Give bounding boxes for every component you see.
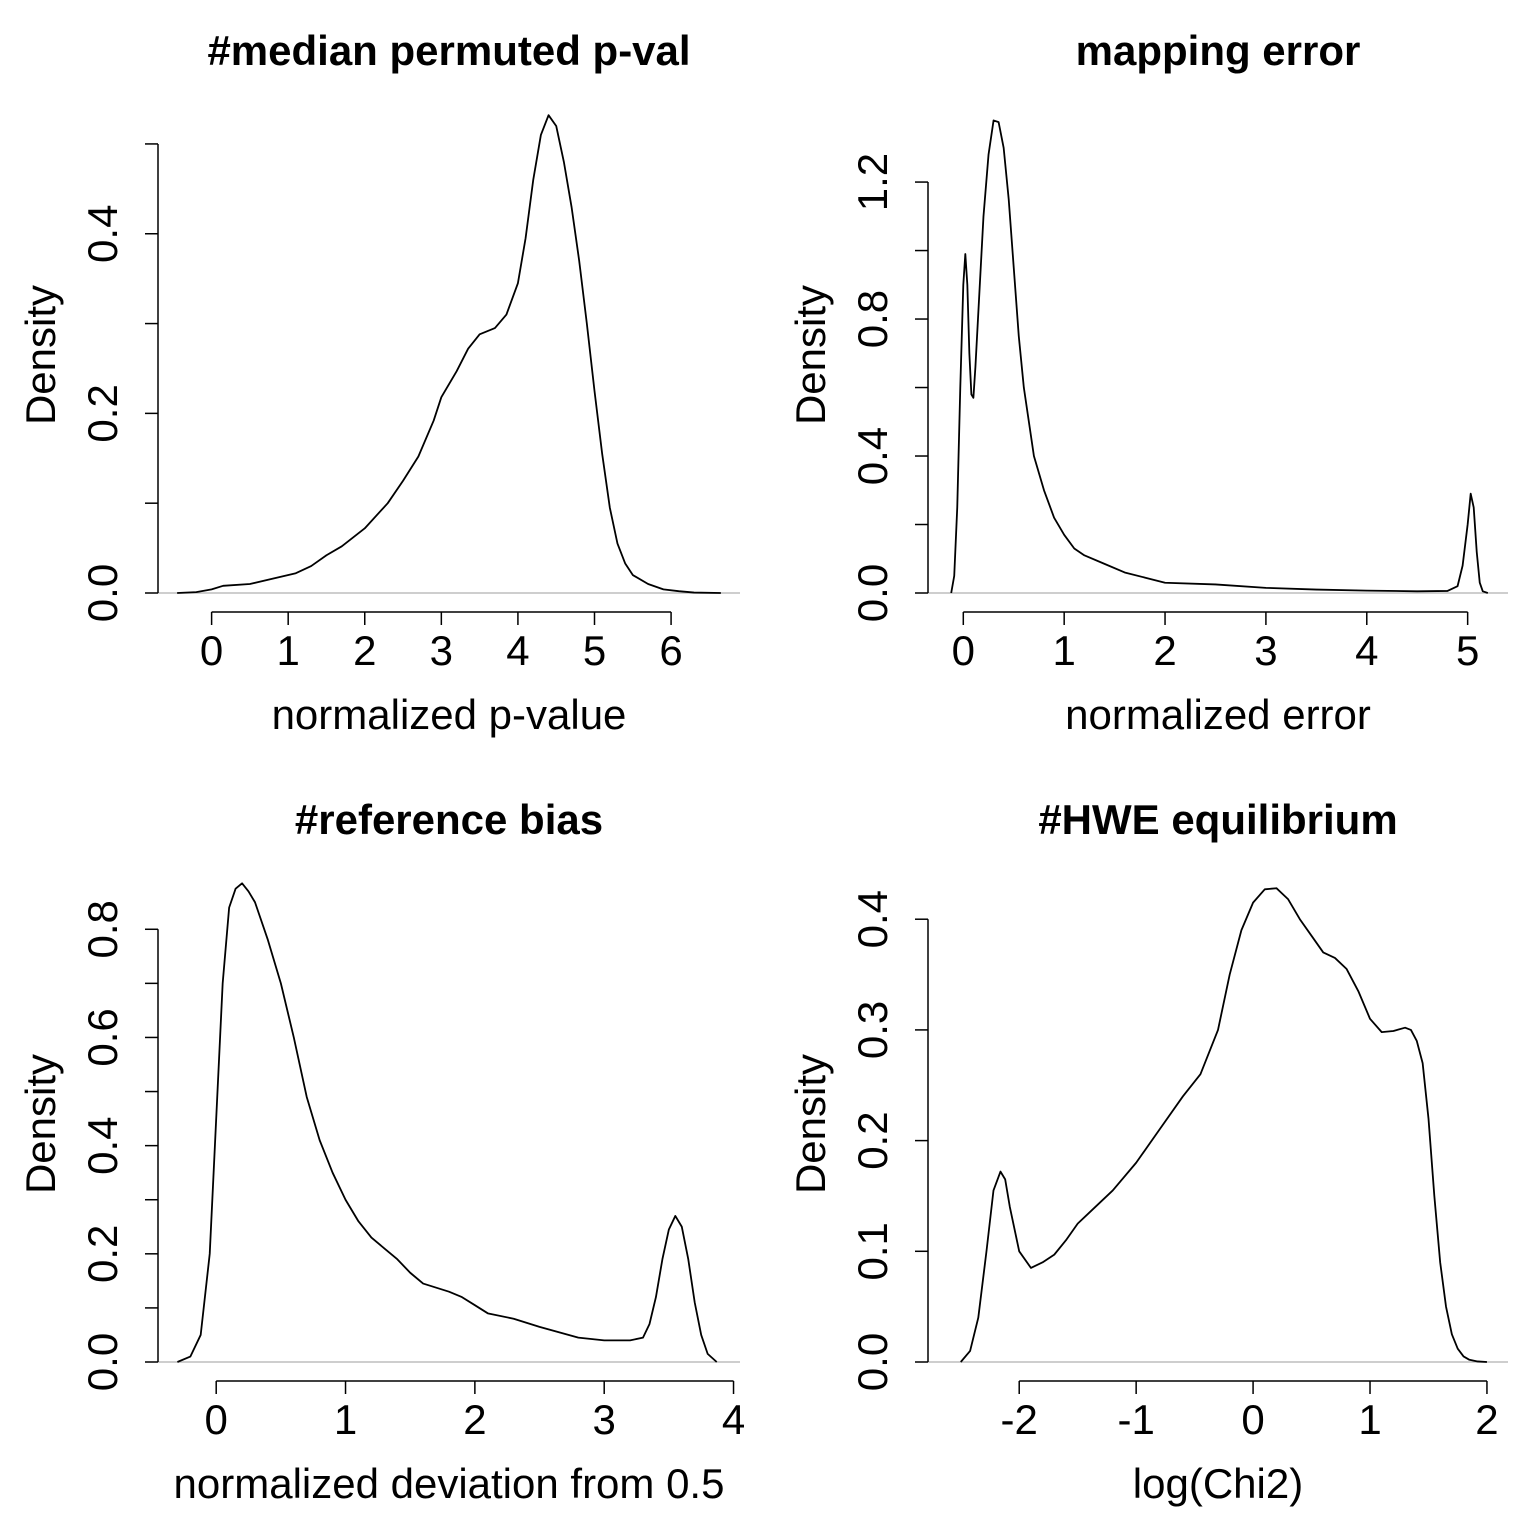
y-tick-label: 0.0: [79, 1333, 126, 1391]
x-tick-label: 4: [1355, 627, 1378, 674]
x-tick-label: 2: [1153, 627, 1176, 674]
chart-title: #median permuted p-val: [207, 27, 690, 74]
x-tick-label: 1: [277, 627, 300, 674]
y-tick-label: 0.4: [79, 205, 126, 263]
x-axis-label: log(Chi2): [1133, 1460, 1303, 1507]
x-tick-label: 0: [952, 627, 975, 674]
chart-title: #HWE equilibrium: [1038, 796, 1397, 843]
x-tick-label: 6: [659, 627, 682, 674]
chart-title: mapping error: [1076, 27, 1361, 74]
x-tick-label: 5: [1456, 627, 1479, 674]
y-tick-label: 0.2: [849, 1111, 896, 1169]
panel-reference-bias: #reference bias normalized deviation from…: [17, 796, 745, 1507]
y-tick-label: 0.4: [849, 427, 896, 485]
x-tick-label: 4: [722, 1396, 745, 1443]
y-tick-label: 0.0: [849, 1333, 896, 1391]
x-tick-label: -1: [1117, 1396, 1154, 1443]
y-tick-label: 0.8: [79, 900, 126, 958]
density-curve: [950, 119, 1489, 594]
y-tick-label: 0.0: [79, 564, 126, 622]
y-tick-label: 0.4: [79, 1116, 126, 1174]
x-tick-label: 0: [205, 1396, 228, 1443]
x-tick-label: 3: [430, 627, 453, 674]
y-tick-label: 0.4: [849, 890, 896, 948]
x-tick-label: 4: [506, 627, 529, 674]
panel-mapping-error: mapping error normalized error Density 0 1 2 3…: [787, 27, 1508, 738]
y-axis-label: Density: [787, 285, 834, 425]
density-curve: [177, 882, 718, 1363]
y-tick-label: 0.8: [849, 290, 896, 348]
density-curve: [960, 887, 1488, 1363]
x-tick-label: 2: [1475, 1396, 1498, 1443]
x-tick-label: 0: [200, 627, 223, 674]
x-axis-label: normalized p-value: [272, 691, 627, 738]
y-tick-label: 0.6: [79, 1008, 126, 1066]
y-tick-label: 1.2: [849, 153, 896, 211]
y-axis-label: Density: [17, 285, 64, 425]
x-tick-label: 0: [1241, 1396, 1264, 1443]
x-tick-label: 5: [583, 627, 606, 674]
y-tick-label: 0.0: [849, 564, 896, 622]
x-tick-label: 3: [593, 1396, 616, 1443]
x-tick-label: 3: [1254, 627, 1277, 674]
y-tick-label: 0.2: [79, 1225, 126, 1283]
x-axis-label: normalized error: [1065, 691, 1371, 738]
y-tick-label: 0.3: [849, 1001, 896, 1059]
x-axis-label: normalized deviation from 0.5: [174, 1460, 725, 1507]
chart-title: #reference bias: [295, 796, 603, 843]
x-tick-label: -2: [1001, 1396, 1038, 1443]
x-tick-label: 2: [353, 627, 376, 674]
y-tick-label: 0.1: [849, 1222, 896, 1280]
x-tick-label: 1: [334, 1396, 357, 1443]
y-axis-label: Density: [17, 1054, 64, 1194]
panel-median-permuted-pval: #median permuted p-val normalized p-value…: [17, 27, 740, 738]
density-curve: [177, 114, 721, 594]
x-tick-label: 1: [1358, 1396, 1381, 1443]
y-axis-label: Density: [787, 1054, 834, 1194]
panel-hwe-equilibrium: #HWE equilibrium log(Chi2) Density -2 -1 0 1 2 0…: [787, 796, 1508, 1507]
y-tick-label: 0.2: [79, 384, 126, 442]
x-tick-label: 2: [463, 1396, 486, 1443]
x-tick-label: 1: [1052, 627, 1075, 674]
